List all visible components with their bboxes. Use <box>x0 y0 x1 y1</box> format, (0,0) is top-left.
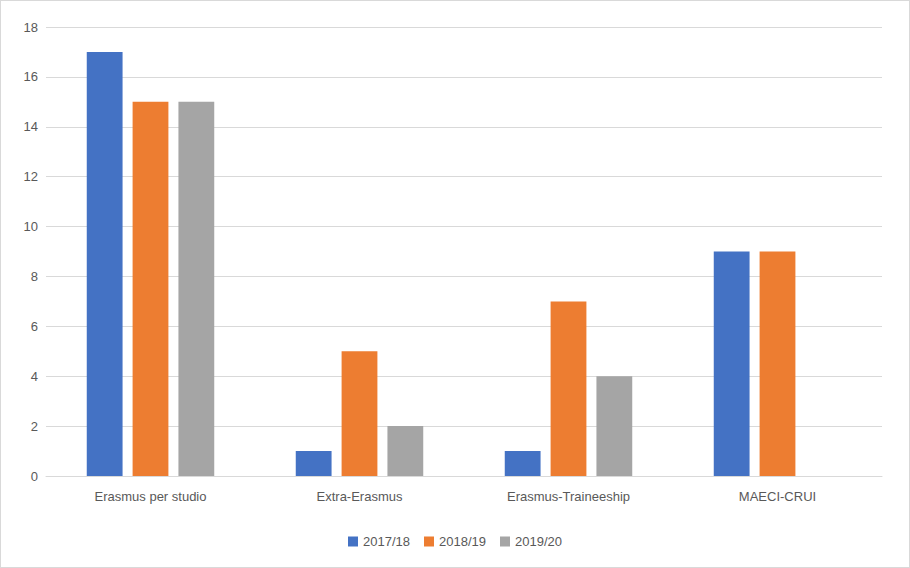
svg-text:MAECI-CRUI: MAECI-CRUI <box>739 489 816 504</box>
svg-text:4: 4 <box>31 369 38 384</box>
svg-text:18: 18 <box>24 20 38 35</box>
svg-text:16: 16 <box>24 69 38 84</box>
svg-text:0: 0 <box>31 469 38 484</box>
svg-text:Extra-Erasmus: Extra-Erasmus <box>317 489 403 504</box>
svg-text:2018/19: 2018/19 <box>439 534 486 549</box>
svg-text:2019/20: 2019/20 <box>515 534 562 549</box>
svg-text:2: 2 <box>31 419 38 434</box>
svg-text:14: 14 <box>24 119 38 134</box>
svg-text:10: 10 <box>24 219 38 234</box>
svg-text:8: 8 <box>31 269 38 284</box>
svg-text:6: 6 <box>31 319 38 334</box>
svg-text:Erasmus per studio: Erasmus per studio <box>95 489 207 504</box>
svg-text:2017/18: 2017/18 <box>363 534 410 549</box>
svg-text:12: 12 <box>24 169 38 184</box>
svg-text:Erasmus-Traineeship: Erasmus-Traineeship <box>507 489 630 504</box>
